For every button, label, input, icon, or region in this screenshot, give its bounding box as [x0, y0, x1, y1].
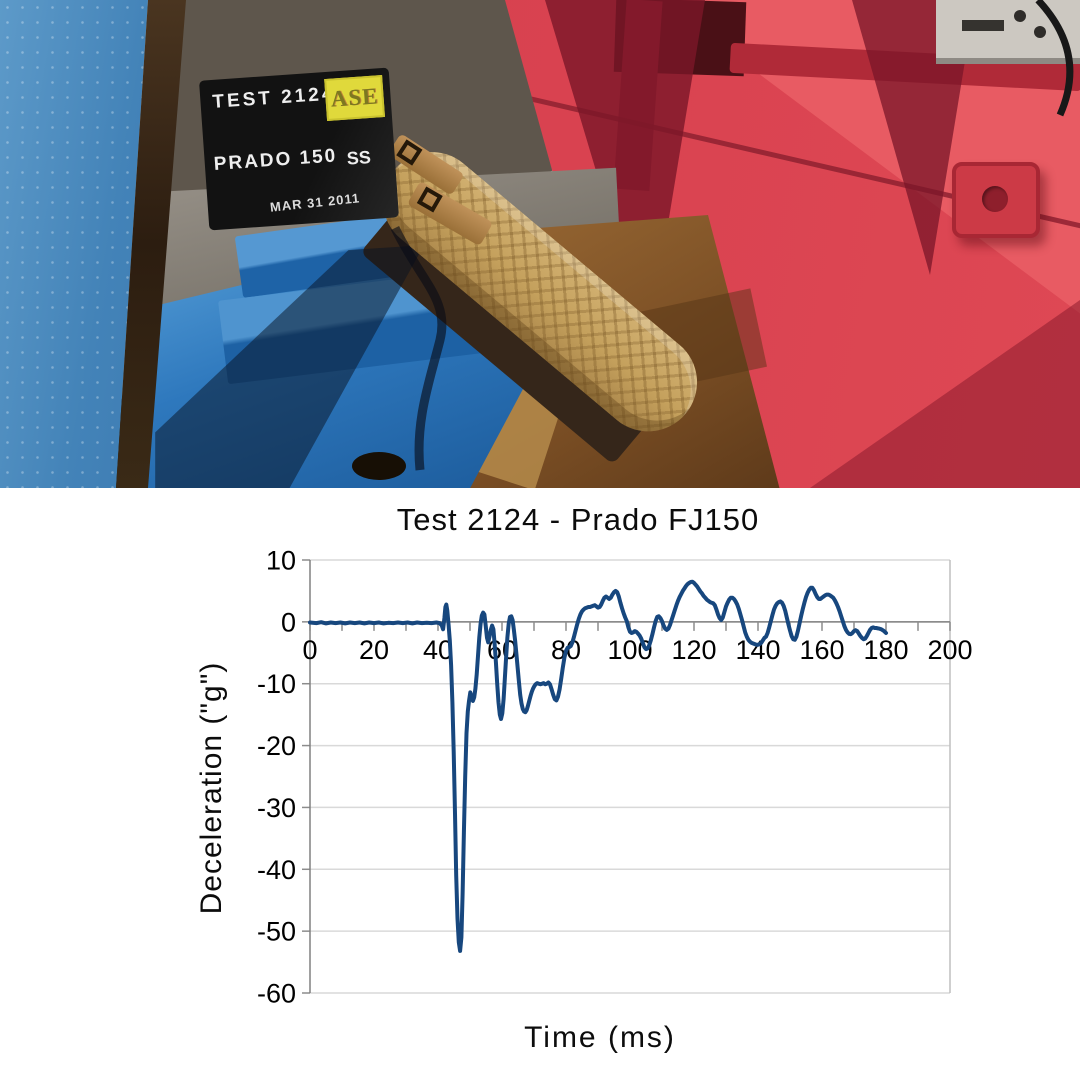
ase-sticker: ASE: [324, 75, 385, 121]
chart-title: Test 2124 - Prado FJ150: [396, 502, 760, 537]
y-tick-label: -20: [257, 731, 296, 761]
y-tick-label: -10: [257, 669, 296, 699]
x-tick-label: 180: [863, 635, 908, 665]
y-axis-title: Deceleration ("g"): [195, 661, 228, 915]
placard-test-number: TEST 2124: [211, 83, 337, 113]
y-tick-label: 10: [266, 546, 296, 576]
x-tick-label: 20: [359, 635, 389, 665]
y-tick-label: -60: [257, 979, 296, 1009]
instrument-vent-slot: [962, 20, 1004, 31]
instrument-box: [936, 0, 1080, 64]
placard-code: SS: [346, 147, 372, 169]
ase-sticker-label: ASE: [329, 83, 380, 112]
lifting-hole: [352, 452, 406, 480]
y-tick-label: -50: [257, 917, 296, 947]
red-latch-bolt: [982, 186, 1008, 212]
x-tick-label: 0: [302, 635, 317, 665]
x-tick-label: 60: [487, 635, 517, 665]
x-tick-label: 140: [735, 635, 780, 665]
x-tick-label: 160: [799, 635, 844, 665]
x-tick-label: 120: [671, 635, 716, 665]
crash-test-photo: TEST 2124 ASE PRADO 150 SS MAR 31 2011: [0, 0, 1080, 488]
y-tick-label: -30: [257, 793, 296, 823]
test-placard: TEST 2124 ASE PRADO 150 SS MAR 31 2011: [198, 67, 400, 231]
y-tick-label: 0: [281, 607, 296, 637]
red-latch-plate: [952, 162, 1040, 238]
instrument-knob: [1014, 10, 1026, 22]
plot-area: 100-10-20-30-40-50-600 20 40 60 80 100 120 140 1…: [257, 546, 973, 1009]
deceleration-series: [308, 579, 888, 953]
instrument-knob: [1034, 26, 1046, 38]
x-tick-label: 200: [927, 635, 972, 665]
placard-vehicle-name: PRADO 150: [213, 145, 338, 175]
deceleration-chart: Test 2124 - Prado FJ150 Deceleration ("g…: [0, 488, 1080, 1080]
x-axis-title: Time (ms): [524, 1021, 676, 1054]
y-tick-label: -40: [257, 855, 296, 885]
placard-date: MAR 31 2011: [269, 190, 361, 215]
